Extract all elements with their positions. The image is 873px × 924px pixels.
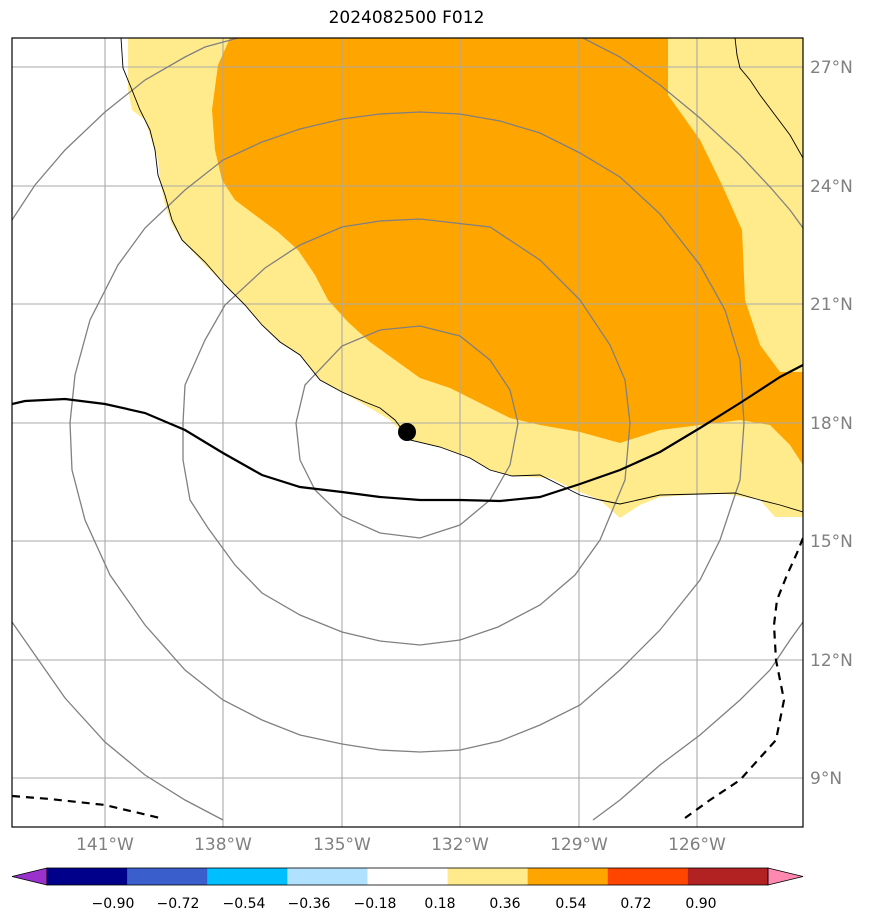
colorbar-tick-label: −0.54: [223, 896, 266, 912]
lat-label: 15°N: [810, 532, 853, 552]
colorbar-tick-label: −0.36: [288, 896, 331, 912]
colorbar-extend-high: [767, 867, 804, 886]
shade-dark-region: [212, 38, 803, 465]
range-rings: [12, 38, 803, 821]
boundary-lines: [120, 38, 803, 513]
colorbar-segment: [287, 868, 368, 885]
lon-label: 126°W: [668, 835, 726, 855]
colorbar-segment: [687, 868, 769, 885]
lon-label: 138°W: [194, 835, 252, 855]
colorbar-tick-label: −0.72: [157, 896, 200, 912]
lat-label: 24°N: [810, 177, 853, 197]
colorbar-tick-label: −0.90: [92, 896, 135, 912]
colorbar-segment: [127, 868, 208, 885]
lon-label: 141°W: [76, 835, 134, 855]
lat-labels: 27°N 24°N 21°N 18°N 15°N 12°N 9°N: [810, 58, 853, 789]
lat-label: 18°N: [810, 414, 853, 434]
plot-frame: [11, 37, 804, 828]
colorbar-ticks: −0.90 −0.72 −0.54 −0.36 −0.18 0.18 0.36 …: [92, 896, 717, 912]
lon-label: 132°W: [431, 835, 489, 855]
lat-label: 9°N: [810, 769, 842, 789]
colorbar-segment: [447, 868, 529, 885]
storm-center-marker: [398, 423, 416, 441]
lon-labels: 141°W 138°W 135°W 132°W 129°W 126°W: [76, 835, 726, 855]
lat-label: 12°N: [810, 651, 853, 671]
colorbar-segment: [367, 868, 449, 885]
colorbar-segment: [527, 868, 609, 885]
colorbar-tick-label: 0.18: [424, 896, 455, 912]
graticule: [12, 38, 803, 827]
colorbar-tick-label: 0.90: [685, 896, 716, 912]
colorbar-tick-label: 0.72: [620, 896, 651, 912]
track-line: [12, 364, 803, 503]
colorbar-extend-low: [11, 867, 48, 886]
map-title: 2024082500 F012: [328, 8, 485, 28]
colorbar-tick-label: 0.54: [555, 896, 586, 912]
colorbar-segment: [47, 868, 128, 885]
plot-area: [12, 38, 803, 827]
colorbar-segment: [607, 868, 689, 885]
colorbar-tick-label: −0.18: [354, 896, 397, 912]
colorbar-frame: [46, 867, 769, 886]
colorbar-tick-label: 0.36: [489, 896, 520, 912]
lat-label: 21°N: [810, 295, 853, 315]
lat-label: 27°N: [810, 58, 853, 78]
colorbar: [11, 867, 804, 886]
dashed-lines: [12, 537, 803, 820]
lon-label: 135°W: [313, 835, 371, 855]
lon-label: 129°W: [550, 835, 608, 855]
colorbar-segment: [207, 868, 288, 885]
